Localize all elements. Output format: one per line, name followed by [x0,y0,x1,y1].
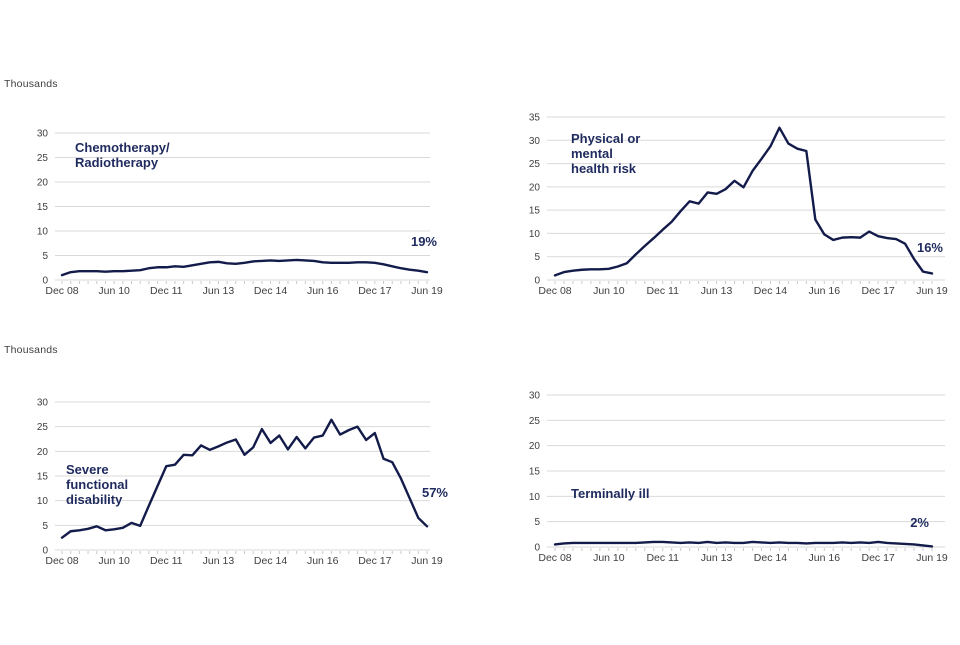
svg-text:Dec 08: Dec 08 [45,285,78,297]
svg-text:30: 30 [37,398,49,409]
chart-title-line: mental [571,146,613,161]
svg-text:30: 30 [529,391,541,402]
chart-title-line: functional [66,477,129,492]
svg-text:Jun 19: Jun 19 [411,555,443,567]
svg-text:Jun 13: Jun 13 [203,285,235,297]
chart-chemotherapy-radiotherapy-plot: 0 5 10 15 20 25 30 Dec 08 Jun 10 Dec 11 Jun 13 Dec … [37,129,443,298]
svg-text:25: 25 [529,159,541,170]
svg-text:Dec 17: Dec 17 [862,285,895,297]
chart-title-terminally-ill: Terminally ill [571,486,650,501]
thousands-axis-unit-label-top: Thousands [4,78,58,90]
chart-title-line: Terminally ill [571,486,650,501]
svg-text:Dec 17: Dec 17 [358,555,391,567]
svg-text:20: 20 [529,441,541,452]
svg-text:0: 0 [534,276,540,287]
svg-text:15: 15 [529,206,541,217]
svg-text:Dec 14: Dec 14 [254,555,287,567]
svg-text:25: 25 [37,153,49,164]
svg-text:Jun 16: Jun 16 [809,552,841,564]
svg-text:Jun 10: Jun 10 [98,285,130,297]
chart-title-line: disability [66,492,123,507]
svg-text:Dec 14: Dec 14 [754,552,787,564]
chart-title-line: Severe [66,462,109,477]
svg-text:Jun 19: Jun 19 [916,285,948,297]
chart-title-physical-mental-health-risk: Physical or mental health risk [571,131,640,176]
svg-text:15: 15 [529,467,541,478]
svg-text:Dec 08: Dec 08 [538,285,571,297]
svg-text:20: 20 [37,447,49,458]
svg-text:Dec 11: Dec 11 [646,285,679,297]
svg-text:Jun 16: Jun 16 [809,285,841,297]
thousands-axis-unit-label-bottom: Thousands [4,344,58,356]
svg-text:0: 0 [42,276,48,287]
percentage-annotation-severe-disability: 57% [421,485,448,500]
svg-text:Jun 10: Jun 10 [593,285,625,297]
percentage-annotation-chemotherapy: 19% [410,234,437,249]
percentage-annotation-terminally-ill: 2% [910,515,929,530]
svg-text:Dec 14: Dec 14 [254,285,287,297]
svg-text:Jun 19: Jun 19 [411,285,443,297]
svg-text:Dec 11: Dec 11 [150,285,183,297]
chart-title-line: health risk [571,161,637,176]
svg-text:10: 10 [37,496,49,507]
svg-text:Dec 17: Dec 17 [862,552,895,564]
svg-text:Jun 13: Jun 13 [701,552,733,564]
chart-title-line: Chemotherapy/ [75,140,170,155]
svg-text:5: 5 [534,517,540,528]
chart-severe-functional-disability-plot: 0 5 10 15 20 25 30 Dec 08 Jun 10 Dec 11 Jun 13 Dec … [37,398,443,568]
chart-title-line: Physical or [571,131,641,146]
svg-text:Dec 17: Dec 17 [358,285,391,297]
svg-text:25: 25 [529,416,541,427]
svg-text:Jun 19: Jun 19 [916,552,948,564]
svg-text:0: 0 [42,546,48,557]
chart-title-chemotherapy-radiotherapy: Chemotherapy/ Radiotherapy [75,140,170,170]
svg-text:Dec 14: Dec 14 [754,285,787,297]
svg-text:Jun 10: Jun 10 [98,555,130,567]
svg-text:35: 35 [529,113,541,124]
svg-text:20: 20 [529,182,541,193]
svg-text:5: 5 [534,252,540,263]
svg-text:Jun 16: Jun 16 [307,555,339,567]
svg-text:15: 15 [37,202,49,213]
svg-text:10: 10 [529,229,541,240]
svg-text:15: 15 [37,472,49,483]
svg-text:Dec 08: Dec 08 [45,555,78,567]
percentage-annotation-physical-mental: 16% [916,240,943,255]
svg-text:20: 20 [37,178,49,189]
chart-title-severe-functional-disability: Severe functional disability [66,462,128,507]
svg-text:5: 5 [42,251,48,262]
chart-terminally-ill-plot: 0 5 10 15 20 25 30 Dec 08 Jun 10 Dec 11 Jun 13 Dec … [529,391,948,565]
svg-text:30: 30 [37,129,49,140]
svg-text:0: 0 [534,543,540,554]
svg-text:5: 5 [42,521,48,532]
svg-text:10: 10 [529,492,541,503]
svg-text:Dec 11: Dec 11 [150,555,183,567]
svg-text:30: 30 [529,136,541,147]
svg-text:Jun 13: Jun 13 [203,555,235,567]
svg-text:Jun 10: Jun 10 [593,552,625,564]
svg-text:Jun 16: Jun 16 [307,285,339,297]
svg-text:10: 10 [37,227,49,238]
chart-physical-mental-health-risk-plot: 0 5 10 15 20 25 30 35 Dec 08 Jun 10 Dec 11 Jun 13 De… [529,113,948,298]
svg-text:Dec 08: Dec 08 [538,552,571,564]
svg-text:Dec 11: Dec 11 [646,552,679,564]
svg-text:Jun 13: Jun 13 [701,285,733,297]
chart-title-line: Radiotherapy [75,155,159,170]
svg-text:25: 25 [37,422,49,433]
